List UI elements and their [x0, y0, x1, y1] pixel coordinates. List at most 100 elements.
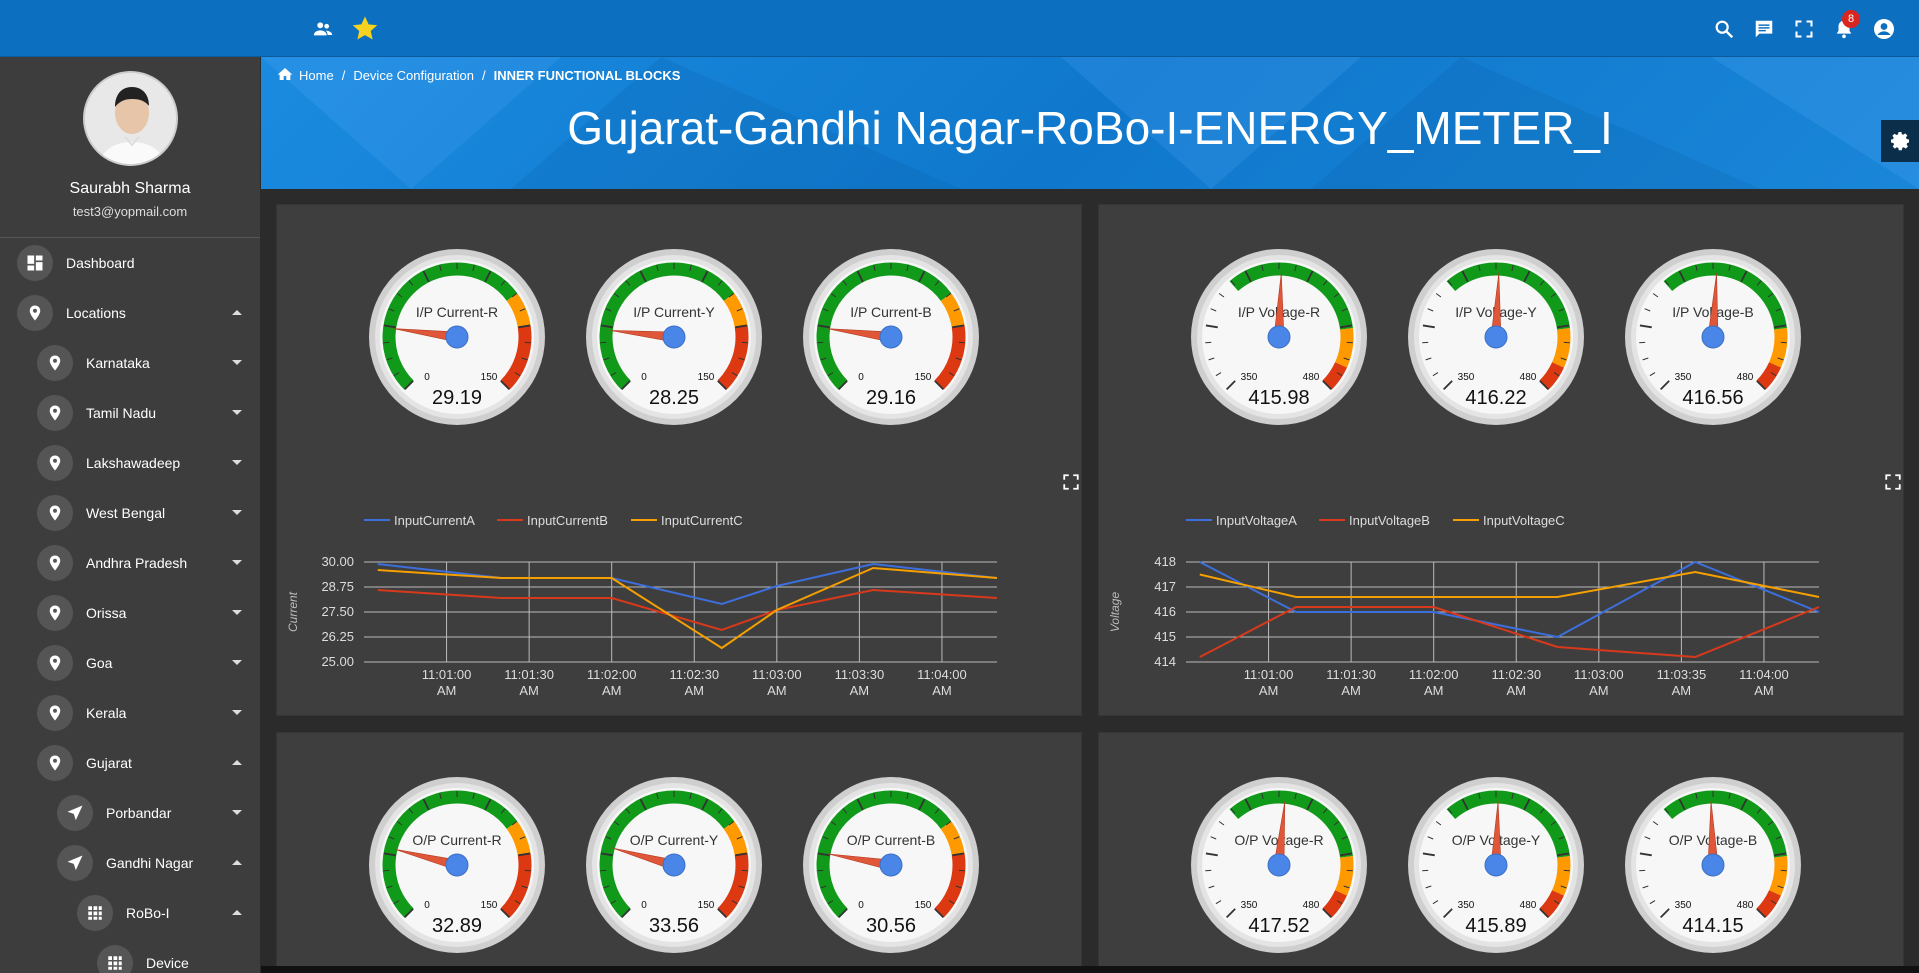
x-tick-label: 11:02:00: [1409, 667, 1459, 682]
breadcrumb-device-configuration[interactable]: Device Configuration: [353, 68, 474, 83]
series-line: [377, 588, 998, 632]
caret-down-icon[interactable]: [232, 460, 242, 465]
gauge: O/P Current-R 0 150 32.89: [367, 775, 547, 955]
x-tick-label: AM: [685, 683, 705, 698]
fullscreen-icon[interactable]: [1791, 16, 1817, 42]
caret-down-icon[interactable]: [232, 410, 242, 415]
sidebar-item-kerala[interactable]: Kerala: [0, 688, 260, 738]
gauge-value: 29.16: [866, 387, 916, 409]
gauge-dial: O/P Current-R 0 150 32.89: [369, 777, 545, 953]
gauge-max-label: 480: [1737, 900, 1754, 911]
sidebar-item-robo-i[interactable]: RoBo-I: [0, 888, 260, 938]
settings-button[interactable]: [1881, 120, 1919, 162]
output-current-panel: O/P Current-R 0 150 32.89 O/P Current-Y 0 150 3…: [276, 732, 1082, 973]
x-tick-label: 11:03:00: [1574, 667, 1624, 682]
gauge-dial: I/P Current-R 0 150 29.19: [369, 249, 545, 425]
location-pin-icon: [37, 395, 73, 431]
caret-up-icon[interactable]: [232, 310, 242, 315]
gauge: O/P Current-B 0 150 30.56: [801, 775, 981, 955]
x-tick-label: AM: [602, 683, 622, 698]
caret-down-icon[interactable]: [232, 560, 242, 565]
gauge-min-label: 0: [424, 372, 430, 383]
gauge-value: 33.56: [649, 915, 699, 937]
x-tick-label: AM: [1589, 683, 1609, 698]
gauge-hub: [1267, 325, 1291, 349]
sidebar-item-label: Andhra Pradesh: [86, 555, 188, 571]
caret-down-icon[interactable]: [232, 710, 242, 715]
search-icon[interactable]: [1711, 16, 1737, 42]
chat-icon[interactable]: [1751, 16, 1777, 42]
sidebar-item-label: Porbandar: [106, 805, 172, 821]
sidebar-item-device[interactable]: Device: [0, 938, 260, 973]
gauge-min-label: 0: [641, 900, 647, 911]
sidebar-item-tamil-nadu[interactable]: Tamil Nadu: [0, 388, 260, 438]
y-axis-title: Voltage: [1108, 592, 1122, 633]
gauge-dial: I/P Current-B 0 150 29.16: [803, 249, 979, 425]
sidebar-item-label: Karnataka: [86, 355, 150, 371]
y-tick-label: 416: [1154, 604, 1176, 619]
sidebar-item-andhra-pradesh[interactable]: Andhra Pradesh: [0, 538, 260, 588]
gauge-hub: [445, 325, 469, 349]
caret-up-icon[interactable]: [232, 860, 242, 865]
x-tick-label: 11:02:30: [669, 667, 719, 682]
gauge-max-label: 480: [1303, 900, 1320, 911]
gauge-title: I/P Current-Y: [633, 304, 715, 320]
sidebar-item-label: Dashboard: [66, 255, 135, 271]
x-tick-label: 11:01:30: [504, 667, 554, 682]
y-tick-label: 415: [1154, 629, 1176, 644]
sidebar-item-karnataka[interactable]: Karnataka: [0, 338, 260, 388]
y-tick-label: 414: [1154, 654, 1176, 669]
grid-icon: [77, 895, 113, 931]
gauge: I/P Voltage-B 350 480 416.56: [1623, 247, 1803, 427]
x-tick-label: 11:04:00: [1739, 667, 1789, 682]
gauge-max-label: 150: [481, 900, 498, 911]
gauge: I/P Voltage-Y 350 480 416.22: [1406, 247, 1586, 427]
legend-label: InputCurrentC: [661, 513, 743, 528]
expand-icon[interactable]: [1884, 473, 1902, 491]
top-bar: 8: [0, 0, 1919, 57]
gauge-min-label: 0: [424, 900, 430, 911]
gauge: O/P Voltage-B 350 480 414.15: [1623, 775, 1803, 955]
sidebar-item-locations[interactable]: Locations: [0, 288, 260, 338]
gauge-title: O/P Current-B: [847, 832, 935, 848]
sidebar-item-west-bengal[interactable]: West Bengal: [0, 488, 260, 538]
gauge-value: 416.22: [1465, 387, 1526, 409]
gauge-dial: O/P Current-B 0 150 30.56: [803, 777, 979, 953]
caret-up-icon[interactable]: [232, 760, 242, 765]
y-tick-label: 26.25: [321, 629, 354, 644]
series-line: [1199, 560, 1820, 639]
breadcrumb-home[interactable]: Home: [299, 68, 334, 83]
account-icon[interactable]: [1871, 16, 1897, 42]
caret-down-icon[interactable]: [232, 660, 242, 665]
caret-down-icon[interactable]: [232, 610, 242, 615]
sidebar-item-lakshawadeep[interactable]: Lakshawadeep: [0, 438, 260, 488]
sidebar-item-gujarat[interactable]: Gujarat: [0, 738, 260, 788]
caret-down-icon[interactable]: [232, 360, 242, 365]
expand-icon[interactable]: [1062, 473, 1080, 491]
gauge-max-label: 150: [698, 900, 715, 911]
gauge-hub: [662, 325, 686, 349]
star-icon[interactable]: [349, 13, 381, 45]
sidebar-item-dashboard[interactable]: Dashboard: [0, 238, 260, 288]
location-pin-icon: [37, 345, 73, 381]
gauge-max-label: 150: [915, 372, 932, 383]
caret-up-icon[interactable]: [232, 910, 242, 915]
sidebar-item-label: Device: [146, 955, 189, 971]
caret-down-icon[interactable]: [232, 810, 242, 815]
avatar[interactable]: [83, 71, 178, 166]
input-voltage-panel: I/P Voltage-R 350 480 415.98 I/P Voltage-Y 35…: [1098, 204, 1904, 716]
sidebar-item-porbandar[interactable]: Porbandar: [0, 788, 260, 838]
sidebar-item-gandhi-nagar[interactable]: Gandhi Nagar: [0, 838, 260, 888]
series-line: [377, 566, 998, 650]
users-icon[interactable]: [310, 16, 336, 42]
x-tick-label: AM: [850, 683, 870, 698]
sidebar-item-orissa[interactable]: Orissa: [0, 588, 260, 638]
sidebar-item-goa[interactable]: Goa: [0, 638, 260, 688]
home-icon[interactable]: [277, 67, 293, 84]
gauge-value: 29.19: [432, 387, 482, 409]
caret-down-icon[interactable]: [232, 510, 242, 515]
header-background-pattern: [261, 57, 1919, 189]
breadcrumb-current: INNER FUNCTIONAL BLOCKS: [493, 68, 681, 83]
gauge-max-label: 480: [1520, 900, 1537, 911]
